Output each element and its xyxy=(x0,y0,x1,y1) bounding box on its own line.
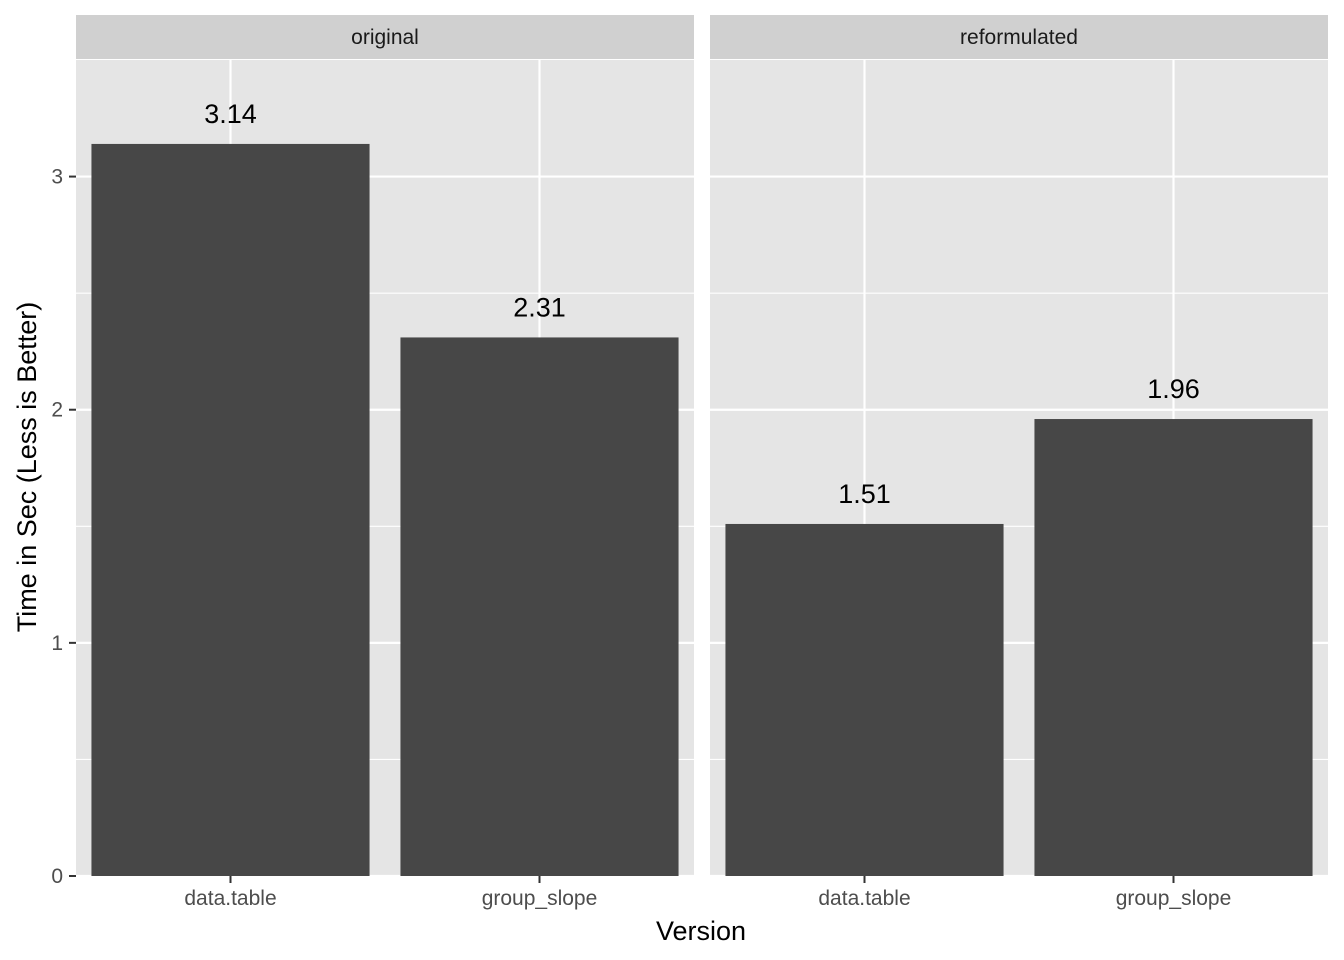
bar-reformulated-data.table xyxy=(725,523,1004,876)
x-tick-label: group_slope xyxy=(482,887,598,910)
facet-strip-label: original xyxy=(351,26,419,49)
facet-strip xyxy=(710,15,1328,59)
facet-panel-original: original 3.14 data.table 2.31 group_slope xyxy=(76,15,694,910)
facet-panels: original3.14data.table2.31group_sloperef… xyxy=(76,15,1328,910)
y-tick-label: 3 xyxy=(51,166,63,189)
y-tick-label: 1 xyxy=(51,632,63,655)
data-label: 1.96 xyxy=(1147,374,1200,404)
facet-strip xyxy=(76,15,694,59)
data-label: 2.31 xyxy=(513,292,566,322)
facet-panel-reformulated: reformulated 1.51 data.table 1.96 group_slop… xyxy=(710,15,1328,910)
facet-strip-label: reformulated xyxy=(960,26,1078,49)
bar-reformulated-group_slope xyxy=(1034,419,1313,876)
bar-original-group_slope xyxy=(400,337,679,876)
data-label: 3.14 xyxy=(204,99,257,129)
x-tick-label: group_slope xyxy=(1116,887,1232,910)
x-axis-title: Version xyxy=(656,916,746,946)
bar-original-data.table xyxy=(91,143,370,877)
y-axis: 0 1 2 3 xyxy=(51,166,76,888)
data-label: 1.51 xyxy=(838,479,891,509)
x-tick-label: data.table xyxy=(184,887,276,910)
y-tick-label: 2 xyxy=(51,399,63,422)
y-tick-label: 0 xyxy=(51,865,63,888)
y-axis-title: Time in Sec (Less is Better) xyxy=(12,302,42,633)
x-tick-label: data.table xyxy=(818,887,910,910)
